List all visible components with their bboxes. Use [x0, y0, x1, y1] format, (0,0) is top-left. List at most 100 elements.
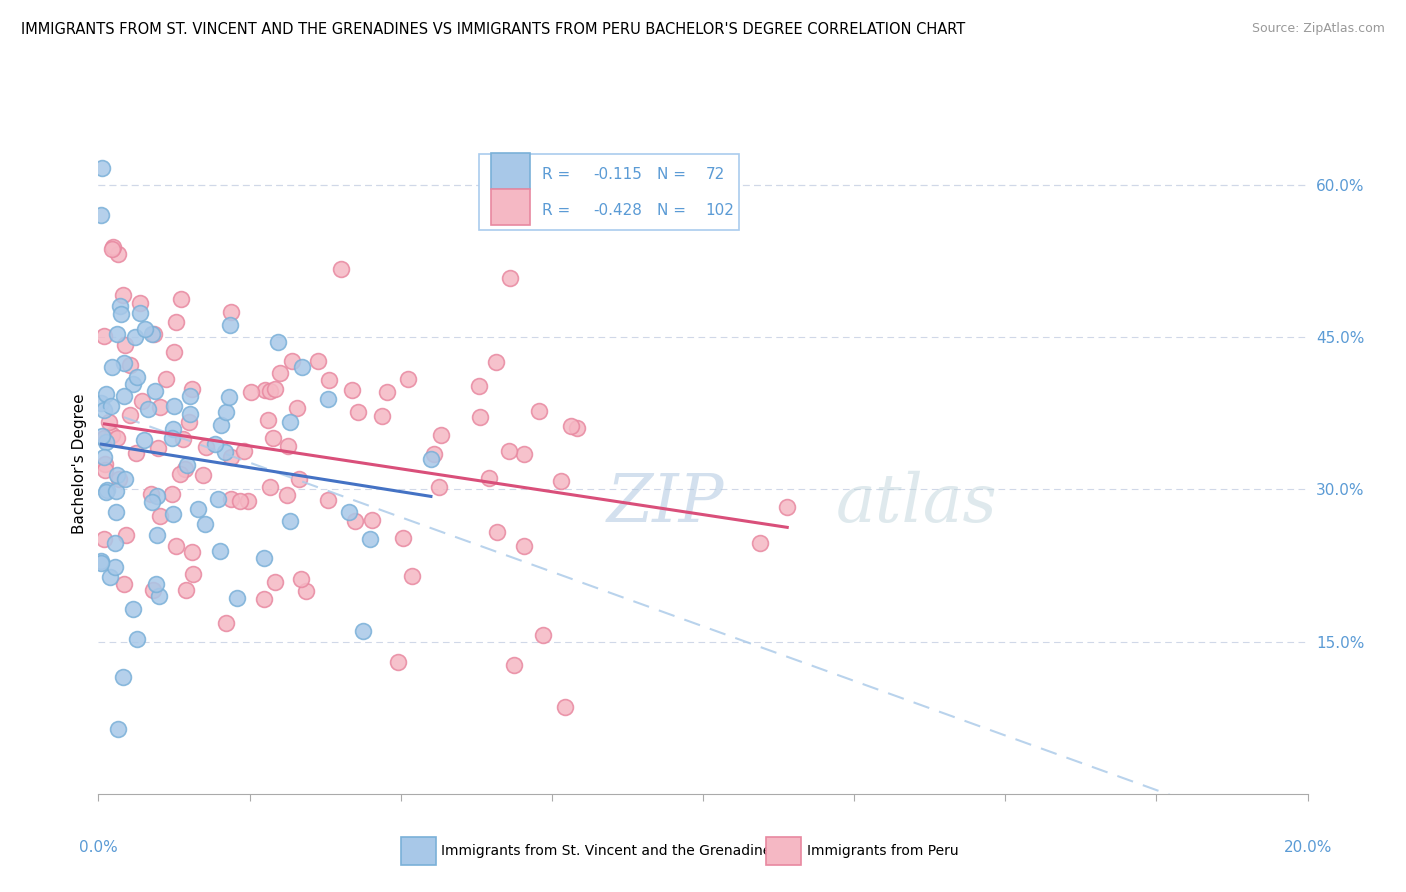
Point: [219, 304, 242, 318]
Point: [387, 655, 409, 669]
Text: 102: 102: [706, 203, 734, 218]
Point: [259, 480, 281, 494]
FancyBboxPatch shape: [479, 153, 740, 229]
Point: [262, 431, 284, 445]
Point: [100, 359, 122, 374]
Point: [94, 485, 117, 500]
Point: [162, 507, 184, 521]
Point: [112, 287, 135, 301]
Point: [131, 394, 153, 409]
Y-axis label: Bachelor's Degree: Bachelor's Degree: [72, 393, 87, 534]
Point: [253, 592, 276, 607]
Point: [114, 528, 136, 542]
Point: [503, 658, 526, 673]
Point: [94, 387, 117, 401]
Point: [120, 409, 142, 423]
Text: 0.0%: 0.0%: [79, 839, 118, 855]
Point: [145, 576, 167, 591]
Point: [96, 483, 118, 497]
Point: [194, 516, 217, 531]
Point: [318, 392, 340, 406]
Point: [219, 492, 242, 507]
Point: [257, 413, 280, 427]
Point: [193, 468, 215, 483]
Point: [288, 472, 311, 486]
Point: [307, 353, 329, 368]
Point: [276, 488, 298, 502]
Point: [100, 428, 122, 442]
Point: [108, 300, 131, 314]
Point: [214, 445, 236, 459]
Point: [318, 373, 340, 387]
Point: [219, 318, 242, 332]
Point: [187, 502, 209, 516]
Point: [107, 722, 129, 736]
Point: [565, 421, 588, 435]
Point: [225, 591, 247, 605]
Point: [209, 417, 232, 432]
Text: N =: N =: [657, 168, 690, 182]
Point: [125, 370, 148, 384]
Point: [162, 399, 184, 413]
Bar: [492, 189, 530, 225]
Point: [90, 554, 112, 568]
Point: [118, 359, 141, 373]
Point: [165, 315, 187, 329]
Point: [143, 384, 166, 398]
Point: [468, 379, 491, 393]
Point: [100, 399, 122, 413]
Point: [218, 390, 240, 404]
Point: [340, 384, 363, 398]
Point: [105, 326, 128, 341]
Point: [165, 539, 187, 553]
Point: [290, 572, 312, 586]
Text: atlas: atlas: [837, 471, 998, 536]
Point: [136, 401, 159, 416]
Point: [281, 354, 304, 368]
Point: [554, 700, 576, 714]
Point: [155, 372, 177, 386]
Point: [112, 670, 135, 684]
Point: [776, 500, 799, 515]
Point: [229, 493, 252, 508]
Point: [180, 382, 202, 396]
Text: R =: R =: [543, 203, 575, 218]
Point: [93, 532, 115, 546]
Point: [176, 458, 198, 472]
Point: [174, 462, 197, 476]
Point: [181, 545, 204, 559]
Point: [513, 539, 536, 553]
Point: [498, 444, 520, 458]
Point: [290, 360, 312, 375]
Point: [179, 407, 201, 421]
Point: [529, 404, 551, 418]
Text: R =: R =: [543, 168, 575, 182]
Point: [104, 484, 127, 499]
Point: [110, 306, 132, 320]
Point: [162, 422, 184, 436]
Point: [172, 432, 194, 446]
Point: [263, 574, 285, 589]
Point: [277, 439, 299, 453]
Point: [100, 242, 122, 256]
Point: [93, 431, 115, 445]
Point: [259, 384, 281, 399]
Text: N =: N =: [657, 203, 690, 218]
Point: [430, 427, 453, 442]
Point: [112, 389, 135, 403]
Point: [128, 305, 150, 319]
Point: [169, 467, 191, 481]
Point: [195, 440, 218, 454]
Point: [107, 247, 129, 261]
Point: [101, 240, 124, 254]
Point: [93, 450, 115, 464]
Point: [263, 383, 285, 397]
Point: [401, 569, 423, 583]
Point: [347, 405, 370, 419]
Point: [422, 447, 444, 461]
Point: [352, 624, 374, 638]
Point: [148, 589, 170, 603]
Point: [396, 372, 419, 386]
Point: [169, 292, 191, 306]
Point: [485, 355, 508, 369]
